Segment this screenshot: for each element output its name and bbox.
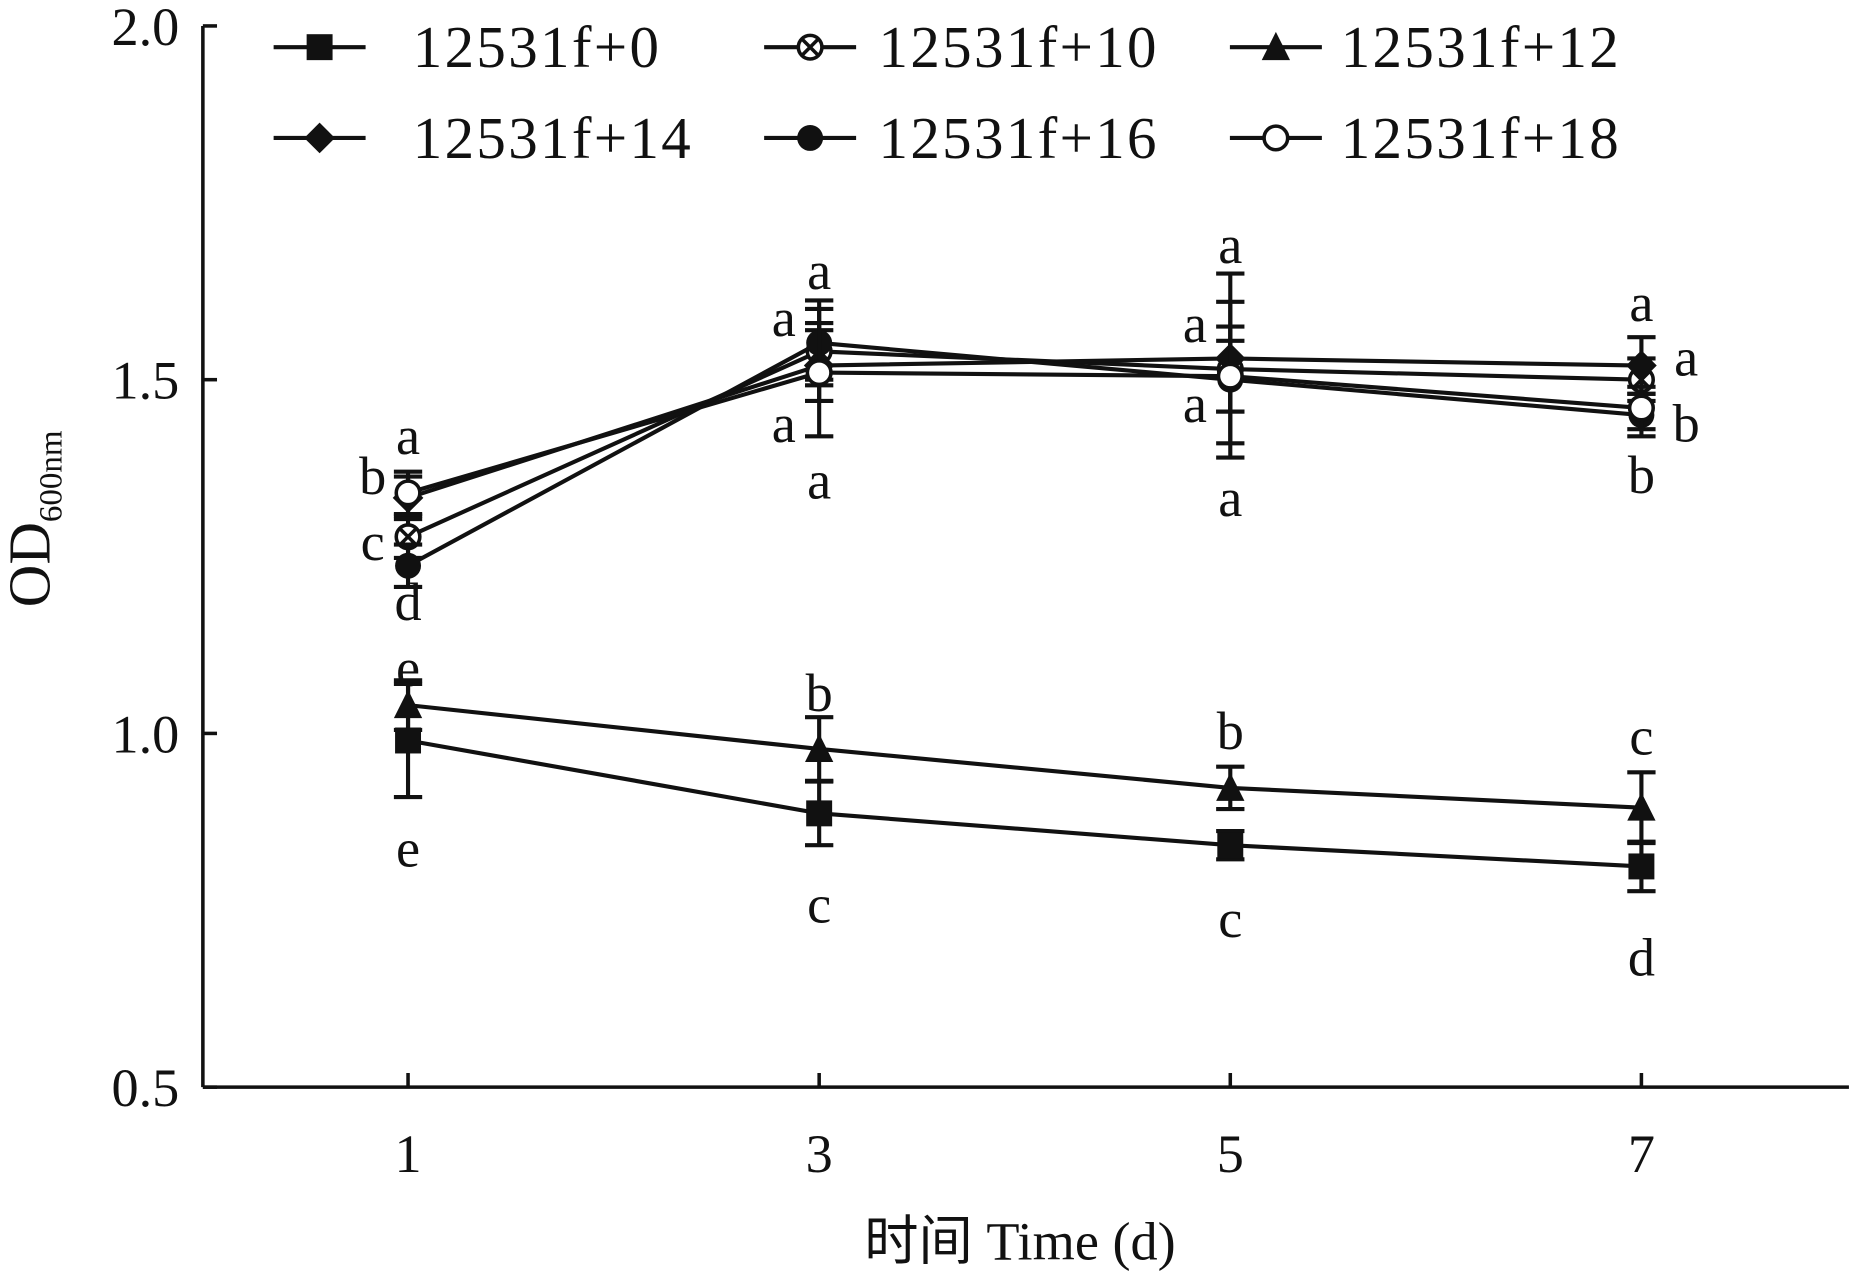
circle-x-marker xyxy=(796,33,824,61)
legend-label: 12531f+16 xyxy=(879,105,1159,171)
x-axis-label: 时间 Time (d) xyxy=(864,1211,1175,1271)
x-tick-label: 1 xyxy=(394,1124,421,1184)
series-line xyxy=(407,340,1642,568)
y-tick-label: 1.0 xyxy=(111,704,179,764)
y-tick-label: 0.5 xyxy=(111,1058,179,1118)
series-group xyxy=(392,271,1657,894)
significance-letter: a xyxy=(772,288,796,348)
square-marker xyxy=(806,800,833,827)
significance-letter: e xyxy=(396,638,420,698)
triangle-marker xyxy=(393,689,423,719)
square-marker xyxy=(1628,853,1655,880)
y-tick-label: 2.0 xyxy=(111,0,179,57)
circle-x-cross xyxy=(399,527,417,546)
series-line xyxy=(407,349,1642,539)
y-axis-label-sub: 600nm xyxy=(33,430,69,522)
significance-letter: b xyxy=(359,446,386,506)
open-circle-marker xyxy=(394,479,422,507)
significance-letter: b xyxy=(1673,394,1700,454)
significance-letter: c xyxy=(807,874,831,934)
significance-letter: b xyxy=(806,663,833,723)
significance-letter: c xyxy=(361,512,385,572)
legend-item: 12531f+10 xyxy=(764,14,1159,80)
square-marker xyxy=(1217,832,1244,859)
open-circle-marker xyxy=(1216,362,1244,390)
triangle-marker xyxy=(1216,772,1245,801)
significance-letter: a xyxy=(1218,468,1242,528)
triangle-marker xyxy=(805,733,834,762)
legend-label: 12531f+18 xyxy=(1341,105,1621,171)
significance-letter: a xyxy=(1183,374,1207,434)
legend-label: 12531f+0 xyxy=(413,14,662,80)
significance-letter: a xyxy=(1629,273,1653,333)
significance-letter: e xyxy=(396,818,420,878)
diamond-marker xyxy=(1626,350,1657,381)
significance-letter: b xyxy=(1628,445,1655,505)
legend-item: 12531f+12 xyxy=(1229,14,1621,80)
significance-letter: c xyxy=(1218,889,1242,949)
significance-letter: a xyxy=(1674,328,1698,388)
significance-letter: c xyxy=(1629,707,1653,767)
legend-label: 12531f+12 xyxy=(1341,14,1621,80)
significance-letter: b xyxy=(1217,701,1244,761)
significance-letter: a xyxy=(772,394,796,454)
x-tick-label: 5 xyxy=(1217,1124,1244,1184)
x-tick-label: 3 xyxy=(806,1124,833,1184)
series-12531f+18 xyxy=(393,306,1656,517)
filled-circle-marker xyxy=(395,552,422,579)
legend-label: 12531f+10 xyxy=(879,14,1159,80)
open-circle-marker xyxy=(805,359,833,387)
diamond-marker xyxy=(304,122,335,154)
legend-item: 12531f+14 xyxy=(273,105,693,171)
significance-letter: d xyxy=(394,572,421,632)
legend: 12531f+0 12531f+10 12531f+12 12531f+14 12531… xyxy=(273,14,1621,171)
series-line xyxy=(407,370,1642,495)
axes: 0.5 1.0 1.5 2.0 1 3 5 7 xyxy=(111,0,1849,1184)
significance-letter: a xyxy=(807,241,831,301)
significance-letter: a xyxy=(1183,294,1207,354)
square-marker xyxy=(306,34,333,61)
series-line xyxy=(407,703,1642,810)
series-12531f+12 xyxy=(393,678,1656,846)
series-line xyxy=(407,738,1642,869)
significance-letter: a xyxy=(807,451,831,511)
y-tick-label: 1.5 xyxy=(111,351,179,411)
circle-x-cross xyxy=(801,38,820,57)
legend-item: 12531f+0 xyxy=(273,14,662,80)
legend-item: 12531f+16 xyxy=(764,105,1159,171)
x-tick-label: 7 xyxy=(1628,1124,1655,1184)
series-line xyxy=(407,356,1642,500)
series-12531f+0 xyxy=(393,681,1656,894)
y-axis-label: OD600nm xyxy=(0,430,69,607)
significance-letter: a xyxy=(1218,215,1242,275)
legend-label: 12531f+14 xyxy=(413,105,693,171)
significance-letter: a xyxy=(396,406,420,466)
significance-letter: d xyxy=(1628,927,1655,987)
triangle-marker xyxy=(1261,31,1291,61)
legend-item: 12531f+18 xyxy=(1229,105,1621,171)
filled-circle-marker xyxy=(797,124,824,151)
open-circle-marker xyxy=(1262,124,1290,152)
triangle-marker xyxy=(1627,792,1656,821)
y-axis-label-main: OD xyxy=(0,522,63,607)
open-circle-marker xyxy=(1627,394,1655,422)
